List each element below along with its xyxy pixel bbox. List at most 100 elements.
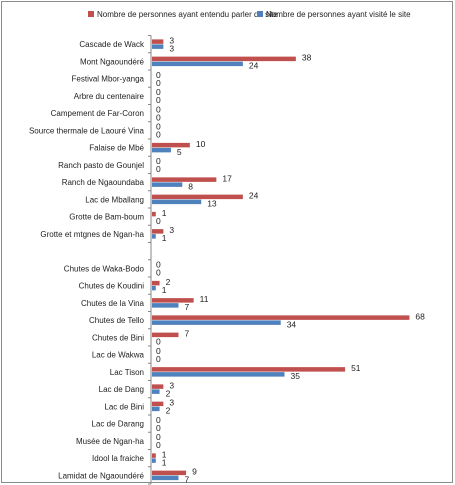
data-label-heard: 0 bbox=[156, 104, 161, 114]
data-label-visited: 1 bbox=[162, 233, 167, 243]
data-label-visited: 0 bbox=[156, 216, 161, 226]
data-label-heard: 11 bbox=[200, 294, 209, 304]
data-label-visited: 0 bbox=[156, 78, 161, 88]
data-label-heard: 10 bbox=[196, 139, 206, 149]
category-label: Lac de Bini bbox=[104, 402, 144, 411]
bar-heard bbox=[152, 453, 156, 458]
data-label-visited: 0 bbox=[156, 95, 161, 105]
bar-heard bbox=[152, 332, 179, 338]
data-label-visited: 0 bbox=[156, 164, 161, 174]
data-label-visited: 2 bbox=[166, 388, 171, 398]
bar-heard bbox=[152, 39, 164, 44]
legend-item-visited: Nombre de personnes ayant visité le site bbox=[257, 10, 411, 19]
bar-heard bbox=[152, 211, 156, 217]
category-label: Grotte de Bam-boum bbox=[69, 213, 144, 222]
bar-visited bbox=[152, 61, 243, 67]
bar-visited bbox=[152, 458, 156, 463]
data-label-heard: 24 bbox=[249, 191, 259, 201]
category-label: Ranch pasto de Gounjel bbox=[58, 161, 144, 170]
category-label: Musée de Ngan-ha bbox=[76, 437, 145, 446]
category-label: Lamidat de Ngaoundéré bbox=[58, 471, 144, 480]
data-label-visited: 0 bbox=[156, 268, 161, 278]
legend-swatch-heard bbox=[88, 11, 94, 17]
category-label: Lac de Mballang bbox=[85, 195, 144, 204]
category-label: Falaise de Mbé bbox=[89, 144, 144, 153]
data-label-heard: 68 bbox=[415, 311, 425, 321]
category-label: Chutes de Bini bbox=[92, 333, 144, 342]
category-label: Idool la fraiche bbox=[92, 454, 145, 463]
data-label-visited: 0 bbox=[156, 354, 161, 364]
bar-heard bbox=[152, 470, 187, 476]
data-label-visited: 24 bbox=[249, 61, 259, 71]
data-label-heard: 17 bbox=[222, 173, 232, 183]
bar-visited bbox=[152, 372, 285, 377]
category-label: Lac de Dang bbox=[99, 385, 144, 394]
category-label: Chutes de Waka-Bodo bbox=[64, 264, 145, 273]
legend-label-heard: Nombre de personnes ayant entendu parler… bbox=[97, 10, 278, 19]
category-label: Arbre du centenaire bbox=[74, 92, 145, 101]
bar-visited bbox=[152, 234, 156, 239]
data-label-heard: 38 bbox=[302, 53, 312, 63]
bar-heard bbox=[152, 384, 164, 389]
category-label: Chutes de la Vina bbox=[81, 299, 145, 308]
bar-heard bbox=[152, 142, 190, 148]
data-label-heard: 0 bbox=[156, 156, 161, 166]
bar-visited bbox=[152, 320, 281, 325]
bar-heard bbox=[152, 298, 194, 303]
data-label-visited: 34 bbox=[287, 319, 297, 329]
bar-heard bbox=[152, 229, 164, 234]
data-label-visited: 3 bbox=[169, 43, 174, 53]
data-label-visited: 8 bbox=[188, 181, 193, 191]
category-label: Grotte et mtgnes de Ngan-ha bbox=[40, 230, 144, 239]
data-label-heard: 0 bbox=[156, 260, 161, 270]
bar-heard bbox=[152, 194, 243, 200]
bar-visited bbox=[152, 44, 164, 49]
data-label-heard: 1 bbox=[162, 208, 167, 218]
data-label-visited: 5 bbox=[177, 147, 182, 157]
bar-visited bbox=[152, 285, 156, 291]
legend-swatch-visited bbox=[257, 11, 263, 17]
data-label-heard: 3 bbox=[169, 35, 174, 45]
bar-visited bbox=[152, 389, 160, 394]
data-label-visited: 35 bbox=[291, 371, 301, 381]
bar-heard bbox=[152, 280, 160, 286]
category-label: Lac de Darang bbox=[92, 420, 144, 429]
bar-visited bbox=[152, 475, 179, 481]
data-label-visited: 13 bbox=[207, 199, 217, 209]
data-label-heard: 2 bbox=[166, 277, 171, 287]
data-label-heard: 7 bbox=[185, 329, 190, 339]
category-label: Source thermale de Laouré Vina bbox=[29, 126, 145, 135]
bar-visited bbox=[152, 147, 171, 153]
bar-heard bbox=[152, 177, 217, 182]
data-label-visited: 1 bbox=[162, 285, 167, 295]
bar-heard bbox=[152, 315, 410, 320]
data-label-heard: 0 bbox=[156, 87, 161, 97]
legend-label-visited: Nombre de personnes ayant visité le site bbox=[266, 10, 411, 19]
data-label-visited: 1 bbox=[162, 457, 167, 467]
bar-heard bbox=[152, 401, 164, 407]
bar-visited bbox=[152, 199, 202, 205]
bar-visited bbox=[152, 406, 160, 412]
chart-legend: Nombre de personnes ayant entendu parler… bbox=[0, 10, 455, 24]
data-label-visited: 0 bbox=[156, 130, 161, 140]
bar-heard bbox=[152, 367, 346, 372]
data-label-heard: 0 bbox=[156, 415, 161, 425]
data-label-heard: 51 bbox=[351, 363, 361, 373]
data-label-heard: 3 bbox=[169, 380, 174, 390]
data-label-heard: 9 bbox=[192, 467, 197, 477]
category-label: Lac Tison bbox=[110, 368, 144, 377]
data-label-visited: 2 bbox=[166, 406, 171, 416]
bar-visited bbox=[152, 182, 183, 187]
data-label-visited: 0 bbox=[156, 423, 161, 433]
category-label: Campement de Far-Coron bbox=[51, 109, 144, 118]
legend-item-heard: Nombre de personnes ayant entendu parler… bbox=[88, 10, 278, 19]
data-label-visited: 7 bbox=[185, 302, 190, 312]
category-label: Festival Mbor-yanga bbox=[72, 75, 145, 84]
data-label-heard: 0 bbox=[156, 70, 161, 80]
category-label: Ranch de Ngaoundaba bbox=[62, 178, 145, 187]
data-label-visited: 0 bbox=[156, 112, 161, 122]
category-label: Chutes de Koudini bbox=[79, 282, 145, 291]
category-label: Mont Ngaoundéré bbox=[80, 57, 145, 66]
